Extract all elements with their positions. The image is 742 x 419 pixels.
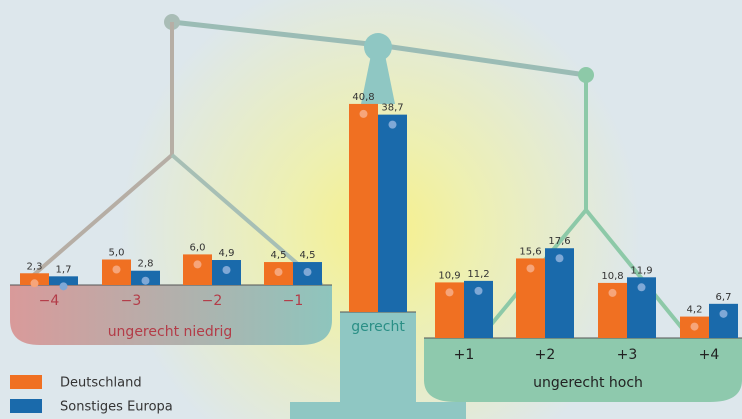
value-label: 15,6: [519, 246, 541, 257]
bar-dot: [141, 276, 150, 285]
legend-swatch: [10, 375, 42, 389]
value-label: 10,8: [601, 271, 623, 282]
bar-dot: [474, 286, 483, 295]
bar-dot: [193, 260, 202, 269]
bar-dot: [112, 265, 121, 274]
bar-dot: [719, 309, 728, 318]
value-label: 4,5: [271, 250, 287, 261]
bar: [183, 254, 212, 285]
value-label: 4,9: [219, 248, 235, 259]
bar-dot: [59, 282, 68, 291]
bar: [709, 303, 738, 338]
value-label: 11,2: [467, 269, 489, 280]
group-label: ungerecht hoch: [533, 375, 643, 391]
bar-dot: [445, 288, 454, 297]
category-label: +1: [454, 347, 475, 363]
bar-dot: [608, 288, 617, 297]
bar-dot: [30, 279, 39, 288]
bar-dot: [637, 283, 646, 292]
bar-dot: [303, 268, 312, 277]
value-label: 10,9: [438, 270, 460, 281]
value-label: 1,7: [56, 264, 72, 275]
category-label: −3: [121, 293, 142, 309]
bar-dot: [388, 120, 397, 129]
value-label: 11,9: [630, 265, 652, 276]
bar-dot: [526, 264, 535, 273]
value-label: 38,7: [381, 103, 403, 114]
value-label: 2,8: [138, 259, 154, 270]
category-label: gerecht: [351, 319, 405, 335]
bar: [545, 248, 574, 338]
bar-dot: [690, 322, 699, 331]
bar-dot: [222, 266, 231, 275]
bar-dot: [359, 109, 368, 118]
category-label: +2: [535, 347, 556, 363]
bar: [349, 103, 378, 312]
value-label: 40,8: [352, 92, 374, 103]
bar: [49, 276, 78, 285]
bar-dot: [555, 254, 564, 263]
bar: [378, 114, 407, 312]
value-label: 17,6: [548, 236, 570, 247]
value-label: 6,7: [716, 292, 732, 303]
legend-swatch: [10, 399, 42, 413]
value-label: 2,3: [27, 261, 43, 272]
group-label: ungerecht niedrig: [108, 324, 233, 340]
category-label: +3: [617, 347, 638, 363]
value-label: 6,0: [190, 242, 206, 253]
bar: [20, 273, 49, 285]
category-label: −2: [202, 293, 223, 309]
value-label: 4,5: [300, 250, 316, 261]
value-label: 4,2: [687, 305, 703, 316]
value-label: 5,0: [109, 248, 125, 259]
legend-label: Deutschland: [60, 376, 142, 391]
bar-dot: [274, 268, 283, 277]
category-label: +4: [699, 347, 720, 363]
legend-label: Sonstiges Europa: [60, 400, 173, 415]
category-label: −4: [39, 293, 60, 309]
category-label: −1: [283, 293, 304, 309]
